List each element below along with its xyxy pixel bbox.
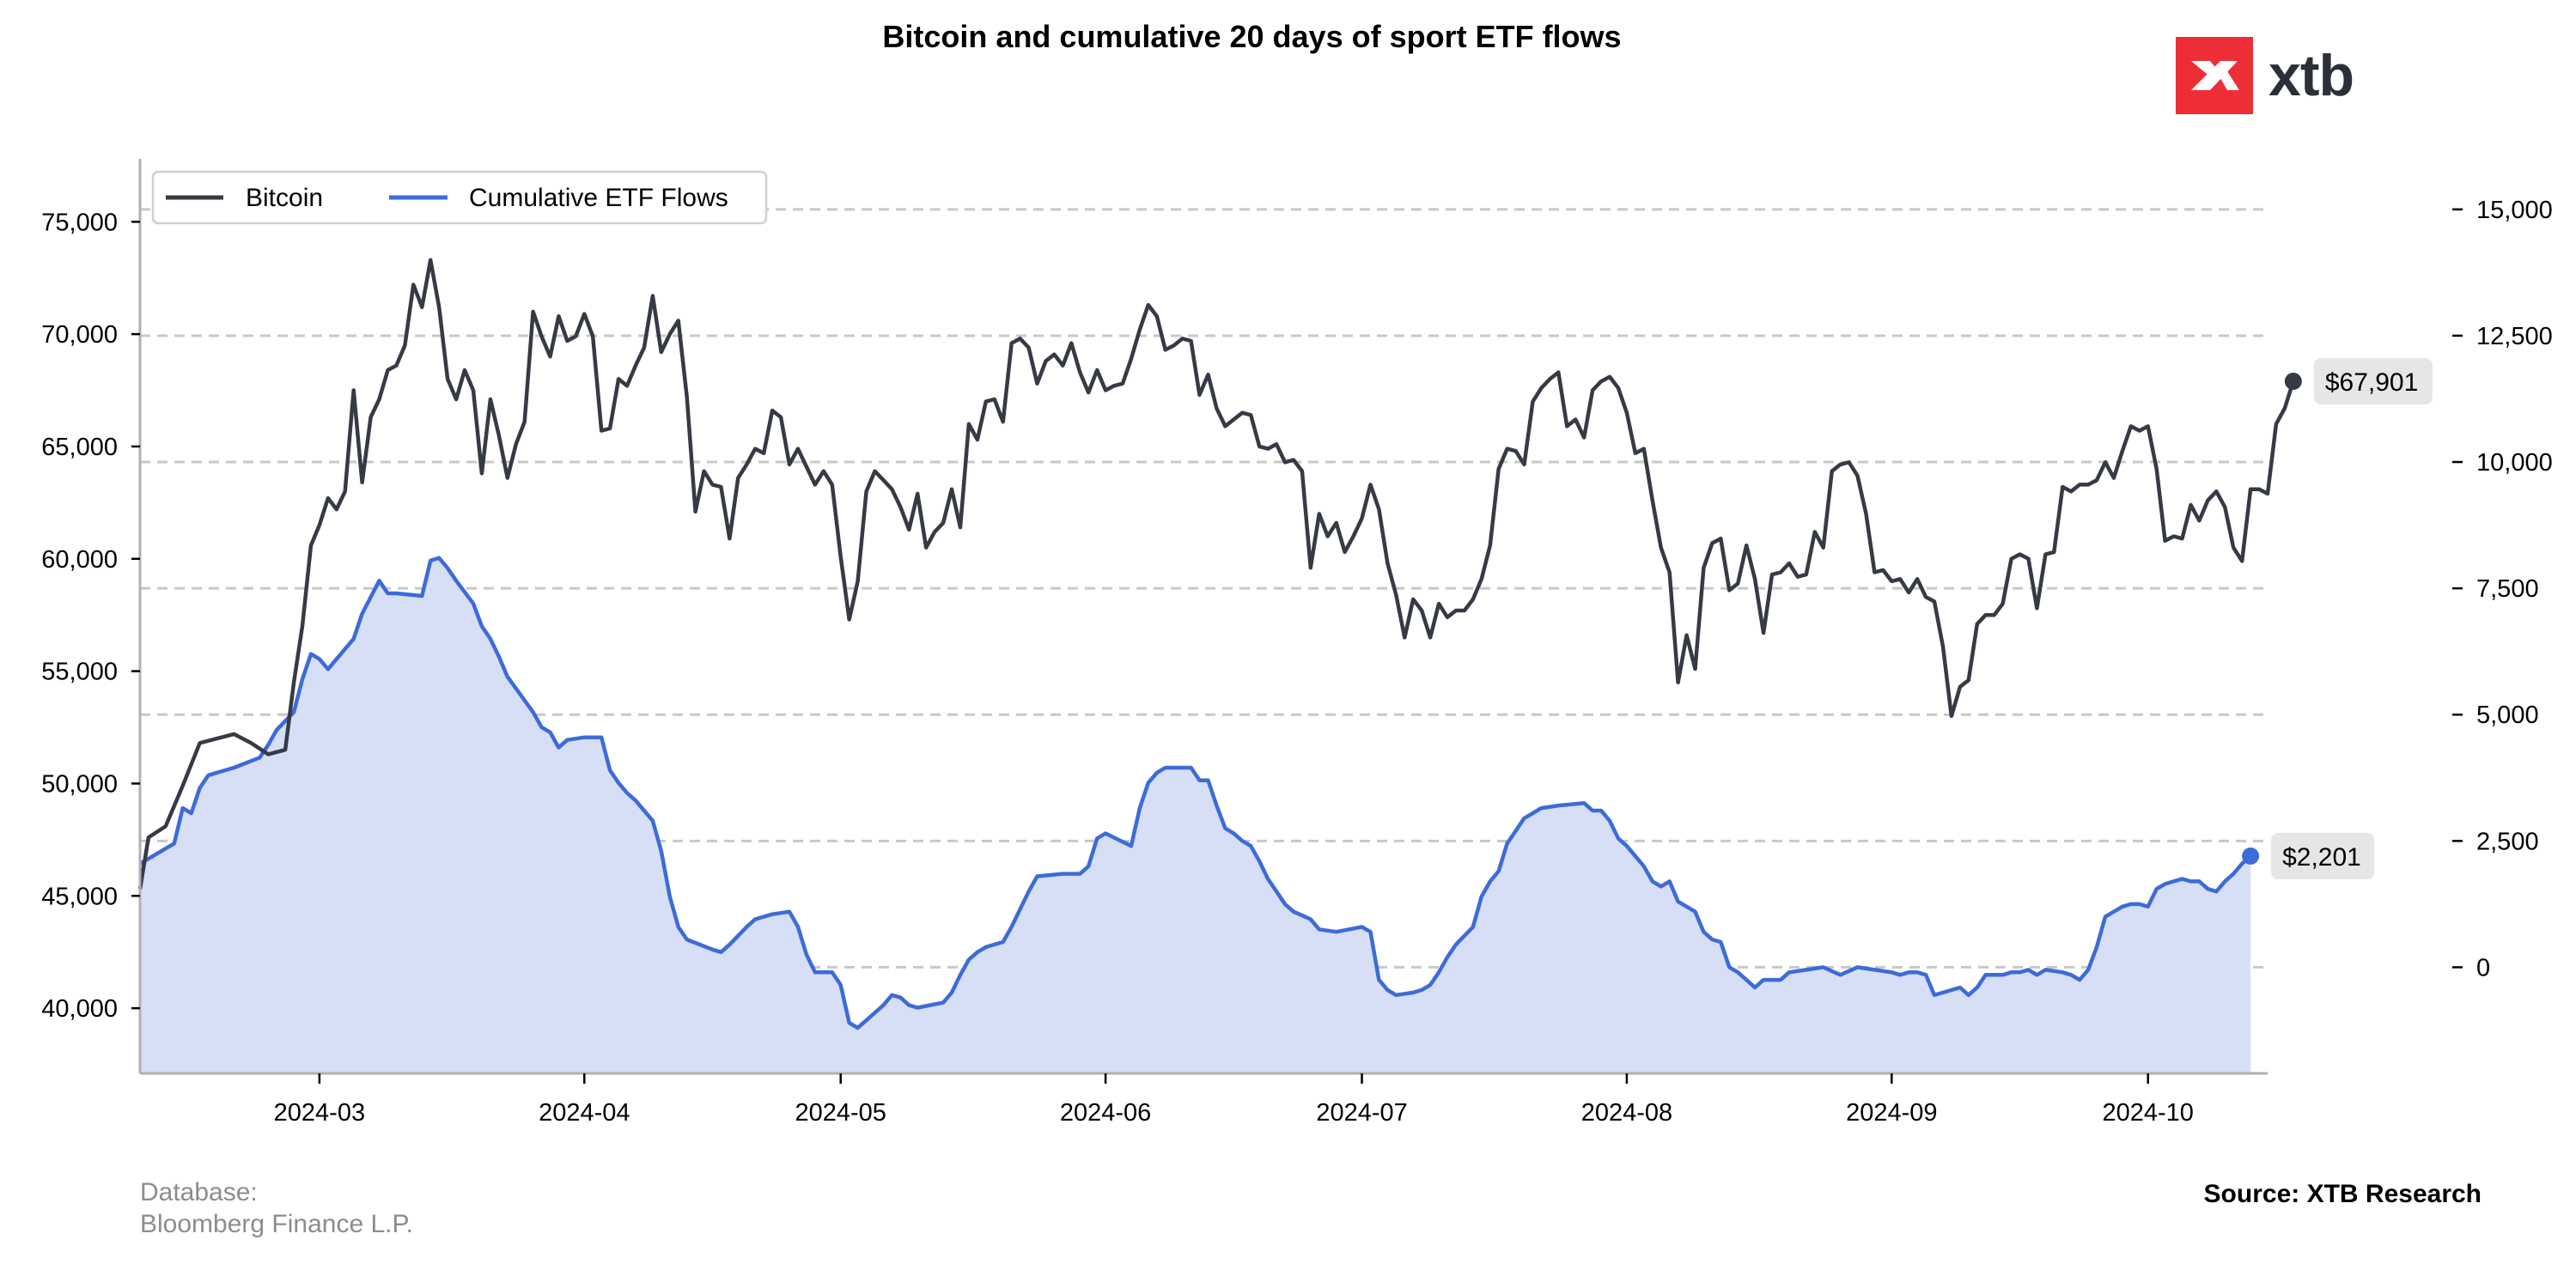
database-note: Database: Bloomberg Finance L.P. — [140, 1176, 413, 1240]
xtb-logo-text: xtb — [2268, 43, 2354, 108]
database-label: Database: — [140, 1178, 258, 1206]
xtb-logo: xtb — [2176, 37, 2354, 114]
y-left-tick-label: 45,000 — [41, 883, 118, 910]
database-value: Bloomberg Finance L.P. — [140, 1210, 413, 1238]
axes — [131, 159, 2463, 1084]
chart-title: Bitcoin and cumulative 20 days of sport … — [882, 19, 1622, 54]
bitcoin-end-marker — [2284, 373, 2302, 391]
x-tick-label: 2024-09 — [1846, 1099, 1937, 1127]
x-tick-label: 2024-06 — [1060, 1099, 1151, 1127]
y-left-tick-label: 75,000 — [41, 209, 118, 236]
etf-area-fill — [140, 557, 2251, 1073]
etf-end-marker — [2242, 847, 2260, 865]
legend-label-bitcoin: Bitcoin — [246, 184, 323, 212]
x-tick-label: 2024-07 — [1316, 1099, 1407, 1127]
bitcoin-series-line — [137, 258, 2295, 890]
y-right-tick-label: 15,000 — [2476, 197, 2553, 224]
y-left-tick-label: 50,000 — [41, 770, 118, 798]
etf-area — [140, 557, 2251, 1073]
bitcoin-value-badge — [2313, 358, 2433, 405]
series-lines — [137, 258, 2295, 1030]
y-right-tick-label: 12,500 — [2476, 323, 2553, 350]
legend-box — [151, 170, 768, 225]
etf-value-badge — [2271, 832, 2375, 879]
y-right-tick-label: 2,500 — [2476, 828, 2539, 855]
tick-labels: 40,000 45,000 50,000 55,000 60,000 65,000 70,0… — [41, 197, 2552, 1127]
x-tick-label: 2024-04 — [539, 1099, 630, 1127]
y-left-tick-label: 40,000 — [41, 995, 118, 1023]
etf-series-line — [138, 556, 2252, 1030]
y-right-tick-label: 5,000 — [2476, 702, 2539, 729]
x-tick-label: 2024-10 — [2103, 1099, 2194, 1127]
y-right-tick-label: 10,000 — [2476, 449, 2553, 477]
y-left-tick-label: 60,000 — [41, 546, 118, 574]
x-tick-label: 2024-03 — [274, 1099, 365, 1127]
source-note: Source: XTB Research — [2203, 1180, 2482, 1208]
x-tick-label: 2024-05 — [795, 1099, 886, 1127]
bitcoin-last-label: $67,901 — [2325, 368, 2418, 397]
y-right-tick-label: 0 — [2476, 954, 2490, 981]
xtb-logo-mark-icon — [2176, 37, 2253, 114]
legend: Bitcoin Cumulative ETF Flows — [151, 170, 768, 225]
x-tick-label: 2024-08 — [1581, 1099, 1672, 1127]
legend-label-etf: Cumulative ETF Flows — [469, 184, 728, 212]
etf-last-label: $2,201 — [2282, 843, 2361, 872]
y-left-tick-label: 55,000 — [41, 659, 118, 686]
last-value-badges: $67,901 $2,201 — [2242, 358, 2433, 879]
y-right-tick-label: 7,500 — [2476, 575, 2539, 603]
y-left-tick-label: 70,000 — [41, 321, 118, 349]
y-left-tick-label: 65,000 — [41, 434, 118, 461]
